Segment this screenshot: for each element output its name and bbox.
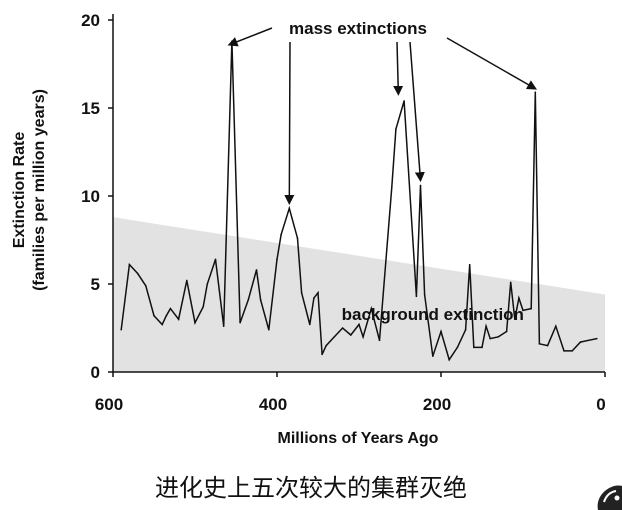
data-point bbox=[579, 341, 582, 343]
y-axis-label-line1: Extinction Rate bbox=[11, 132, 28, 249]
data-point bbox=[530, 307, 532, 310]
data-point bbox=[509, 281, 512, 284]
x-axis-label: Millions of Years Ago bbox=[278, 430, 439, 447]
chart: mass extinctions background extinction 0 5… bbox=[11, 11, 606, 447]
annotation-arrow bbox=[409, 41, 425, 183]
data-point bbox=[300, 292, 303, 294]
data-point bbox=[448, 358, 451, 361]
data-point bbox=[321, 353, 323, 356]
data-point bbox=[325, 344, 328, 347]
y-tick-label: 10 bbox=[81, 187, 100, 206]
data-point bbox=[358, 323, 360, 326]
x-tick-label: 600 bbox=[95, 395, 123, 414]
annotation-arrow bbox=[284, 41, 295, 206]
data-point bbox=[514, 318, 516, 321]
data-point bbox=[247, 299, 250, 301]
data-point bbox=[415, 295, 418, 298]
data-point bbox=[317, 292, 319, 294]
data-point bbox=[555, 325, 557, 328]
data-point bbox=[239, 321, 241, 324]
data-point bbox=[473, 346, 475, 349]
data-point bbox=[432, 355, 434, 357]
data-point bbox=[177, 318, 180, 321]
data-point bbox=[341, 327, 344, 329]
data-point bbox=[288, 207, 291, 210]
data-point bbox=[468, 263, 471, 266]
annotation-arrow bbox=[393, 41, 404, 96]
data-point bbox=[587, 339, 590, 342]
data-point bbox=[165, 314, 168, 317]
data-point bbox=[378, 339, 381, 342]
data-point bbox=[546, 344, 549, 347]
data-point bbox=[534, 91, 537, 93]
data-point bbox=[309, 323, 311, 326]
data-point bbox=[259, 299, 262, 301]
data-point bbox=[489, 337, 492, 340]
data-point bbox=[194, 321, 196, 324]
annotation-mass-extinctions: mass extinctions bbox=[289, 19, 427, 38]
data-point bbox=[596, 337, 598, 340]
data-point bbox=[464, 328, 467, 331]
y-tick-label: 0 bbox=[91, 363, 100, 382]
data-point bbox=[481, 346, 483, 349]
data-point bbox=[186, 279, 188, 282]
data-point bbox=[136, 272, 139, 275]
data-point bbox=[128, 263, 131, 266]
data-point bbox=[296, 237, 299, 240]
data-point bbox=[350, 334, 352, 336]
logo-fragment bbox=[588, 482, 622, 510]
data-point bbox=[485, 325, 487, 328]
data-point bbox=[268, 328, 270, 331]
annotation-arrow bbox=[227, 27, 273, 47]
data-point bbox=[522, 309, 524, 312]
data-point bbox=[563, 350, 565, 352]
data-point bbox=[280, 233, 282, 236]
data-point bbox=[145, 284, 147, 287]
data-point bbox=[370, 307, 373, 310]
data-point bbox=[440, 330, 442, 333]
annotation-background-extinction: background extinction bbox=[342, 305, 524, 324]
data-point bbox=[255, 269, 258, 271]
series-line bbox=[120, 41, 597, 362]
data-point bbox=[395, 128, 397, 130]
y-tick-label: 5 bbox=[91, 275, 100, 294]
figure-caption: 进化史上五次较大的集群灭绝 bbox=[155, 474, 467, 502]
data-point bbox=[505, 330, 508, 333]
data-point bbox=[120, 328, 122, 331]
data-point bbox=[423, 293, 426, 296]
data-point bbox=[456, 346, 459, 349]
data-point bbox=[333, 336, 336, 338]
data-point bbox=[231, 40, 233, 42]
data-point bbox=[153, 314, 155, 317]
x-tick-label: 400 bbox=[259, 395, 287, 414]
background-band bbox=[113, 217, 605, 372]
data-point bbox=[222, 325, 225, 328]
data-point bbox=[538, 343, 541, 345]
x-tick-label: 200 bbox=[423, 395, 451, 414]
data-point bbox=[214, 258, 217, 261]
data-point bbox=[161, 323, 163, 326]
data-point bbox=[571, 350, 573, 352]
y-tick-label: 20 bbox=[81, 11, 100, 30]
y-tick-label: 15 bbox=[81, 99, 100, 118]
data-point bbox=[419, 184, 422, 187]
data-point bbox=[403, 100, 405, 102]
data-point bbox=[497, 336, 500, 338]
y-axis-label-line2: (families per million years) bbox=[31, 89, 48, 291]
annotation-arrow bbox=[446, 37, 538, 90]
data-point bbox=[202, 306, 204, 308]
data-point bbox=[313, 297, 315, 299]
data-point bbox=[276, 258, 278, 261]
data-point bbox=[391, 186, 393, 188]
data-point bbox=[206, 283, 209, 285]
data-point bbox=[518, 297, 520, 299]
x-tick-label: 0 bbox=[596, 395, 605, 414]
data-point bbox=[362, 336, 364, 338]
data-point bbox=[169, 307, 172, 310]
